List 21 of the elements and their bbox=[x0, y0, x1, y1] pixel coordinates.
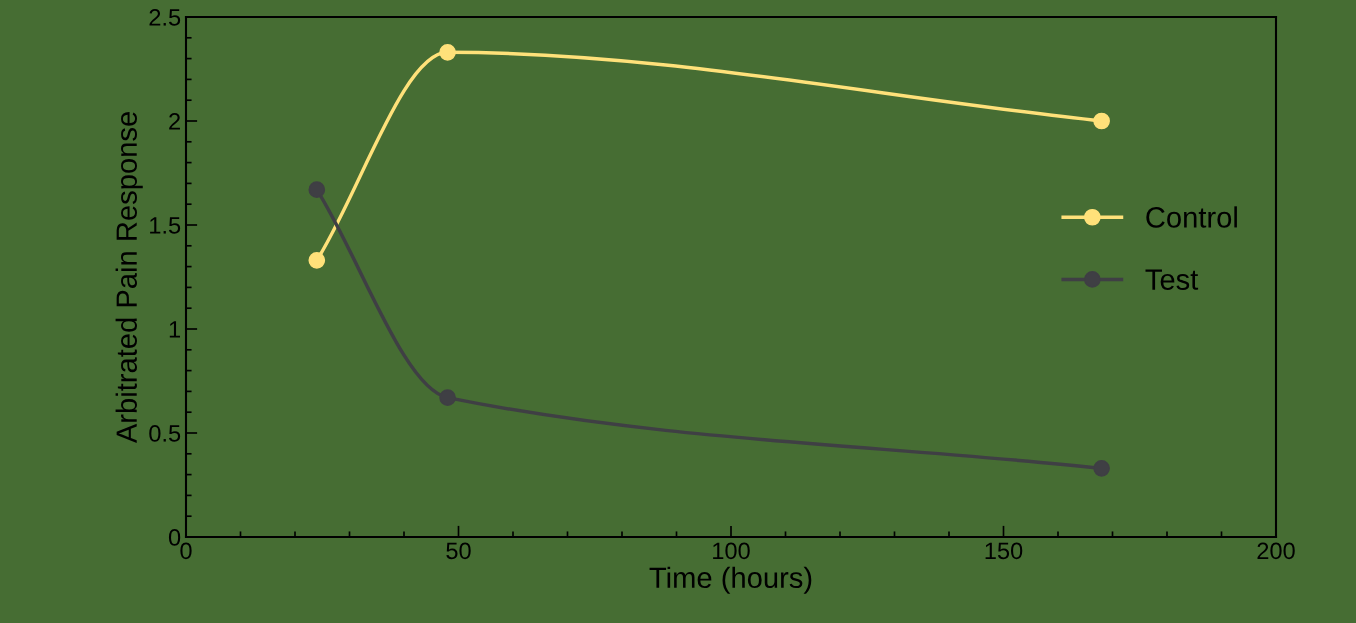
x-tick-label: 0 bbox=[180, 542, 192, 560]
x-tick-label: 50 bbox=[446, 542, 471, 560]
y-tick-label: 1 bbox=[169, 321, 180, 338]
legend-label: Test bbox=[1145, 269, 1199, 290]
legend-label: Control bbox=[1146, 206, 1237, 228]
x-tick-label: 200 bbox=[1257, 542, 1295, 560]
y-tick-label: 0.5 bbox=[149, 425, 181, 442]
y-tick-label: 1.5 bbox=[150, 217, 181, 234]
y-tick-label: 2 bbox=[169, 113, 180, 130]
x-axis-title: Time (hours) bbox=[649, 566, 812, 594]
x-tick-label: 150 bbox=[985, 542, 1023, 560]
y-tick-label: 2.5 bbox=[149, 9, 181, 26]
point bbox=[308, 252, 326, 269]
x-tick-label: 100 bbox=[713, 542, 750, 560]
point bbox=[1093, 112, 1110, 130]
y-tick-label: 0 bbox=[168, 529, 181, 546]
point bbox=[439, 44, 456, 61]
point bbox=[308, 181, 326, 198]
point bbox=[1093, 460, 1110, 477]
y-axis-title: Arbitrated Pain Response bbox=[115, 112, 143, 444]
point bbox=[439, 389, 456, 406]
